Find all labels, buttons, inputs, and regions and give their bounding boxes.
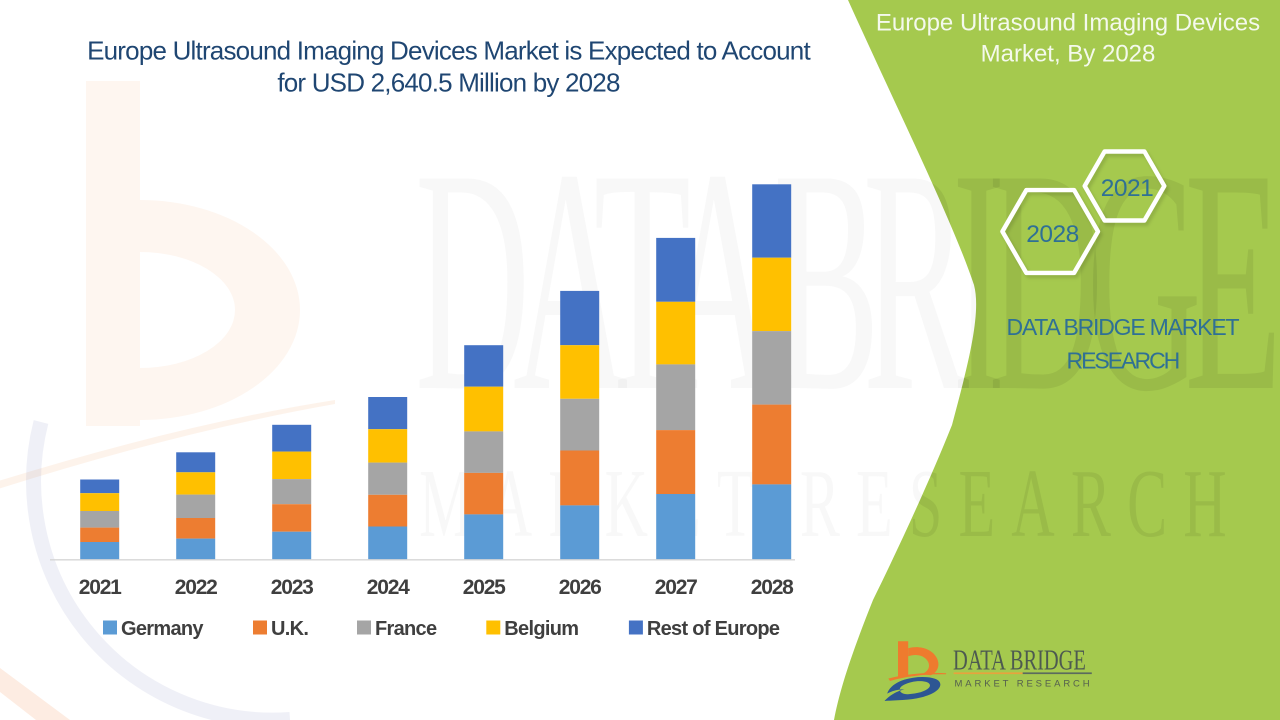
svg-text:Rest of Europe: Rest of Europe: [647, 618, 780, 640]
svg-text:2028: 2028: [751, 576, 794, 599]
svg-text:France: France: [375, 618, 437, 640]
svg-text:2026: 2026: [559, 576, 601, 599]
svg-text:U.K.: U.K.: [271, 618, 308, 640]
svg-text:Market, By 2028: Market, By 2028: [981, 41, 1156, 68]
svg-text:DATA BRIDGE MARKET: DATA BRIDGE MARKET: [1006, 314, 1239, 340]
svg-text:2024: 2024: [367, 576, 410, 599]
svg-text:2028: 2028: [1026, 221, 1079, 248]
svg-text:Europe Ultrasound Imaging Devi: Europe Ultrasound Imaging Devices: [876, 10, 1260, 37]
svg-text:2021: 2021: [79, 576, 122, 599]
svg-text:Europe Ultrasound Imaging Devi: Europe Ultrasound Imaging Devices Market…: [87, 36, 811, 66]
svg-text:for USD 2,640.5 Million by 202: for USD 2,640.5 Million by 2028: [277, 68, 620, 98]
svg-text:2023: 2023: [271, 576, 313, 599]
svg-text:2022: 2022: [175, 576, 217, 599]
svg-text:Belgium: Belgium: [504, 618, 578, 640]
svg-text:MARKET RESEARCH: MARKET RESEARCH: [955, 679, 1093, 690]
svg-text:2027: 2027: [655, 576, 697, 599]
svg-text:2021: 2021: [1101, 175, 1154, 202]
svg-text:Germany: Germany: [121, 618, 204, 640]
svg-text:RESEARCH: RESEARCH: [1066, 348, 1178, 374]
svg-text:DATA BRIDGE: DATA BRIDGE: [953, 646, 1086, 677]
svg-text:2025: 2025: [463, 576, 506, 599]
